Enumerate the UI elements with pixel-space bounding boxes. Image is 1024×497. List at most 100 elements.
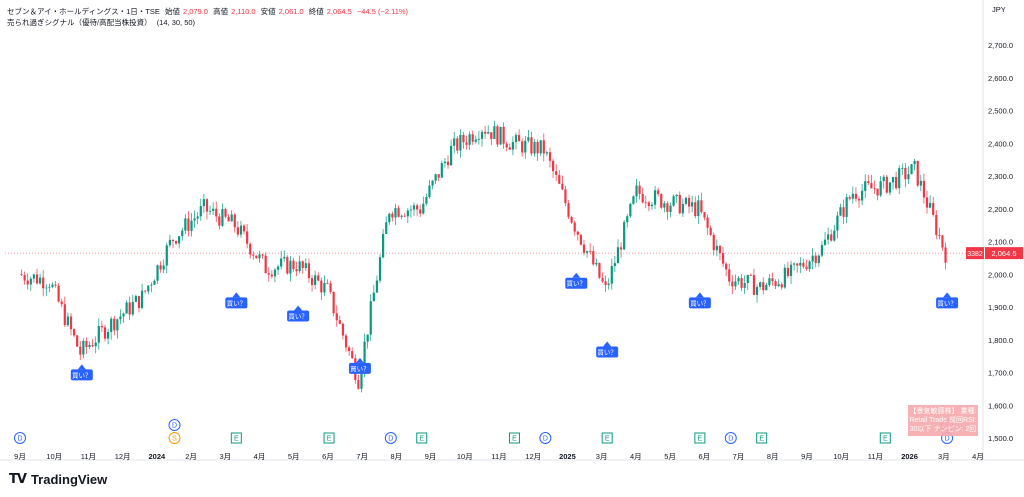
signal-pointer	[603, 341, 612, 347]
indicator-legend[interactable]: 売られ過ぎシグナル（優待/高配当株投資） (14, 30, 50)	[7, 17, 198, 28]
open-label: 始値	[164, 7, 180, 16]
earnings-event-icon[interactable]	[416, 432, 428, 444]
earnings-event-icon[interactable]	[508, 432, 520, 444]
candle-body	[270, 274, 273, 277]
dividend-event-icon[interactable]	[724, 432, 737, 444]
dividend-event-icon[interactable]	[539, 432, 552, 444]
x-tick-label: 4月	[630, 452, 642, 461]
buy-signal[interactable]: 買い？	[225, 292, 248, 309]
earnings-event-icon[interactable]	[756, 432, 768, 444]
candle-body	[922, 180, 926, 198]
earnings-event-icon[interactable]	[230, 432, 242, 444]
x-tick-label: 7月	[356, 452, 368, 461]
candle-body	[861, 190, 864, 201]
dividend-event-icon[interactable]	[14, 432, 26, 444]
candle-body	[490, 132, 493, 139]
x-tick-label: 8月	[391, 452, 403, 461]
candle-body	[709, 227, 712, 235]
x-tick-label: 3月	[596, 452, 608, 461]
candle-body	[511, 141, 515, 150]
y-tick-label: 1,600.0	[988, 401, 1013, 410]
candle-body	[351, 351, 354, 359]
candle-body	[827, 234, 830, 240]
signal-pointer	[943, 292, 952, 298]
candle-body	[502, 126, 505, 144]
candle-body	[88, 344, 91, 348]
candle-body	[694, 202, 697, 216]
earnings-event-icon[interactable]	[694, 432, 706, 444]
candle-body	[456, 138, 459, 151]
candle-body	[564, 189, 567, 204]
signal-pointer	[232, 292, 241, 298]
candle-body	[619, 247, 623, 250]
candle-body	[777, 284, 780, 287]
candle-body	[499, 126, 502, 145]
candle-body	[700, 200, 703, 213]
buy-signal[interactable]: 買い？	[688, 292, 711, 309]
earnings-event-icon[interactable]	[323, 432, 335, 444]
x-tick-label: 6月	[698, 452, 710, 461]
high-label: 高値	[213, 7, 229, 16]
candle-body	[326, 283, 329, 284]
candle-body	[283, 256, 286, 259]
candle-body	[221, 208, 224, 226]
candle-body	[799, 262, 802, 266]
event-letter: E	[512, 436, 517, 443]
buy-signal[interactable]: 買い？	[287, 305, 310, 322]
buy-signal[interactable]: 買い？	[596, 341, 619, 358]
candle-body	[672, 196, 675, 206]
candle-body	[802, 262, 805, 267]
candle-body	[876, 188, 879, 196]
candle-body	[681, 203, 684, 214]
buy-signal[interactable]: 買い？	[565, 272, 588, 289]
signal-box	[596, 346, 619, 358]
signal-label: 買い？	[567, 280, 587, 288]
candle-body	[666, 203, 669, 212]
x-tick-label: 10月	[833, 452, 849, 461]
candle-body	[236, 227, 239, 235]
candle-body	[366, 334, 369, 342]
buy-signal[interactable]: 買い？	[348, 357, 371, 374]
x-tick-label: 8月	[767, 452, 779, 461]
signal-box	[70, 369, 93, 381]
candle-body	[558, 175, 561, 184]
candle-body	[249, 243, 252, 255]
x-tick-label: 3月	[938, 452, 950, 461]
buy-signal[interactable]: 買い？	[70, 364, 93, 381]
buy-signal[interactable]: 買い？	[936, 292, 959, 309]
candle-body	[187, 218, 190, 231]
earnings-event-icon[interactable]	[601, 432, 613, 444]
candle-body	[678, 194, 681, 214]
candle-body	[653, 190, 657, 205]
y-tick-label: 1,800.0	[988, 336, 1013, 345]
dividend-event-icon[interactable]	[168, 419, 181, 431]
split-event-icon[interactable]	[168, 432, 181, 444]
event-letter: D	[945, 436, 950, 443]
candle-body	[153, 280, 156, 285]
candle-body	[419, 209, 422, 214]
candle-body	[35, 274, 39, 284]
open-value: 2,079.0	[182, 7, 208, 16]
x-tick-label: 11月	[491, 452, 506, 461]
dividend-event-icon[interactable]	[384, 432, 397, 444]
candle-body	[323, 283, 326, 293]
candle-body	[857, 198, 861, 201]
signal-label: 買い？	[350, 365, 370, 373]
candle-body	[793, 263, 796, 265]
candle-body	[925, 197, 929, 208]
earnings-event-icon[interactable]	[879, 432, 891, 444]
signal-pointer	[77, 364, 86, 370]
candle-body	[388, 213, 391, 223]
candle-body	[570, 216, 573, 223]
candle-body	[916, 160, 919, 186]
candle-body	[205, 199, 209, 212]
candle-body	[317, 275, 320, 281]
signal-label: 買い？	[690, 299, 710, 307]
candle-body	[901, 167, 904, 169]
tradingview-logo[interactable]: 𝗧𝗩 TradingView	[9, 471, 107, 487]
candle-body	[610, 266, 613, 284]
candle-body	[113, 318, 116, 331]
candle-body	[474, 139, 477, 142]
candle-body	[545, 152, 548, 154]
